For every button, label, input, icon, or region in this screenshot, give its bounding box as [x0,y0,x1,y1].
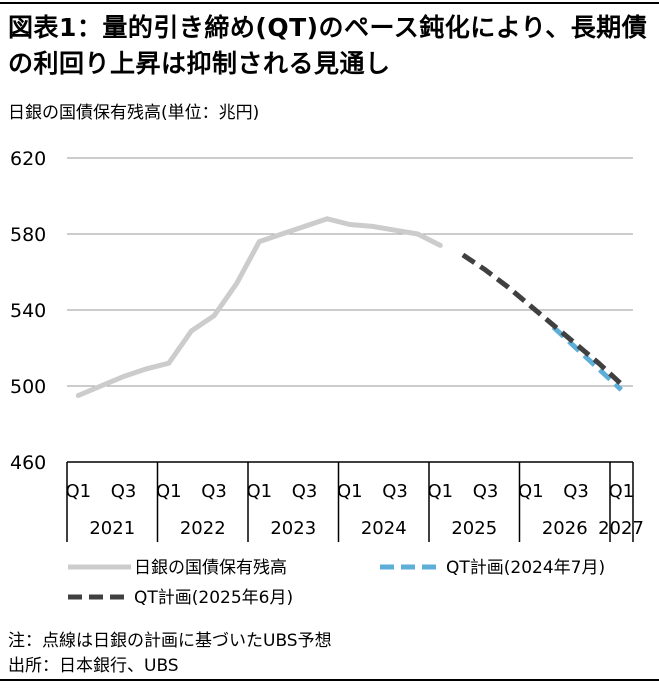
x-year-label: 2027 [598,518,644,539]
x-quarter-label: Q3 [473,481,499,502]
series-line-2 [461,252,623,386]
x-year-label: 2021 [89,518,135,539]
x-quarter-label: Q1 [247,481,273,502]
x-quarter-label: Q1 [518,481,544,502]
x-quarter-label: Q1 [609,481,635,502]
legend-label-2: QT計画(2025年6月) [134,588,293,608]
x-quarter-label: Q3 [111,481,137,502]
y-tick-label: 620 [10,148,46,170]
x-quarter-label: Q3 [382,481,408,502]
x-quarter-label: Q1 [156,481,182,502]
x-quarter-label: Q1 [337,481,363,502]
y-tick-label: 540 [10,300,46,322]
x-year-label: 2025 [451,518,497,539]
x-quarter-label: Q3 [563,481,589,502]
bottom-rule [0,679,659,681]
x-quarter-label: Q3 [292,481,318,502]
series-line-0 [75,216,443,398]
x-quarter-label: Q1 [428,481,454,502]
top-rule [0,2,659,4]
series-line-1 [551,325,623,392]
chart-source: 出所：日本銀行、UBS [8,656,179,676]
x-year-label: 2022 [180,518,226,539]
y-tick-label: 580 [10,224,46,246]
legend-label-0: 日銀の国債保有残高 [134,558,287,578]
chart-title: 図表1：量的引き締め(QT)のペース鈍化により、長期債の利回り上昇は抑制される見… [8,13,648,78]
y-tick-label: 500 [10,376,46,398]
chart-note: 注：点線は日銀の計画に基づいたUBS予想 [8,631,332,651]
x-quarter-label: Q1 [66,481,92,502]
x-year-label: 2026 [542,518,588,539]
x-year-label: 2024 [361,518,407,539]
chart-subtitle: 日銀の国債保有残高(単位：兆円) [8,103,260,123]
y-tick-label: 460 [10,452,46,474]
x-year-label: 2023 [270,518,316,539]
x-quarter-label: Q3 [201,481,227,502]
legend-label-1: QT計画(2024年7月) [446,558,605,578]
